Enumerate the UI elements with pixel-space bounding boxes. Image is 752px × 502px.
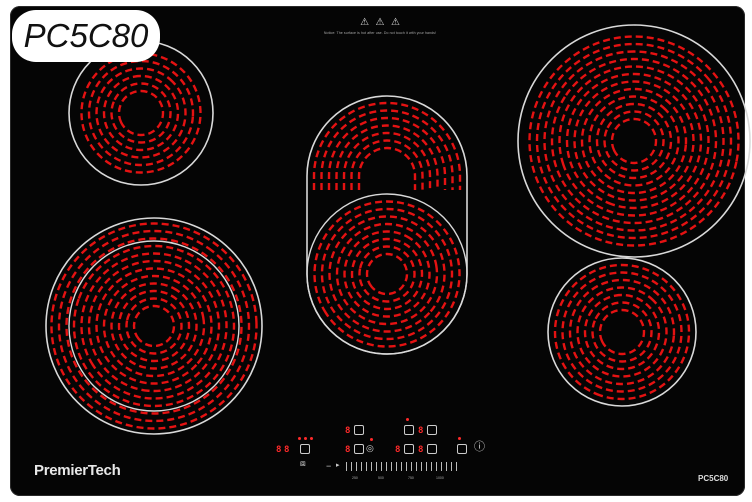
power-slider[interactable] (346, 462, 458, 471)
indicator-dot (458, 437, 461, 440)
boost-button[interactable] (457, 443, 467, 454)
slider-tick-label: 1000 (436, 476, 444, 480)
heating-coil (588, 95, 680, 187)
heating-coil (117, 289, 191, 363)
cooktop-surface (10, 6, 745, 496)
zone-front-right-ring (547, 257, 697, 407)
zone-level-display: 8 (418, 426, 424, 436)
heating-coil (350, 237, 424, 311)
heating-coil (610, 117, 658, 165)
heating-coil (50, 222, 258, 430)
heating-coil (320, 207, 454, 341)
model-label: PC5C80 (12, 10, 160, 62)
slider-plus-icon: ▸ (336, 462, 340, 469)
heating-coil (80, 252, 228, 400)
heating-coil (335, 222, 439, 326)
heating-coil (312, 101, 462, 190)
zone-rear-left-ring (68, 40, 214, 186)
dual-zone-icon[interactable]: ◎ (366, 443, 374, 453)
heating-coil (350, 139, 424, 190)
indicator-dot (304, 437, 307, 440)
heating-coil (327, 116, 447, 190)
caution-icon: ⚠ (375, 17, 385, 28)
zone-select-button[interactable] (404, 443, 414, 454)
heating-coil (583, 293, 661, 371)
heating-coil (358, 245, 416, 303)
heating-coil (565, 72, 703, 210)
caution-icon: ⚠ (390, 17, 400, 28)
indicator-dot (370, 438, 373, 441)
slider-minus-button[interactable]: − (326, 461, 332, 471)
indicator-dot (298, 437, 301, 440)
zone-level-display: 8 (395, 445, 401, 455)
heating-coil (95, 67, 187, 159)
zone-level-display: 8 (345, 445, 351, 455)
zone-level-display: 8 (276, 445, 282, 455)
heating-coil (591, 301, 653, 363)
heating-coil (561, 271, 683, 393)
heating-coil (110, 82, 172, 144)
heating-coil (543, 50, 725, 232)
heating-coil (357, 146, 417, 190)
heating-coil (335, 124, 439, 190)
indicator-dot (310, 437, 313, 440)
heating-coil (80, 52, 202, 174)
heating-coil (528, 35, 740, 247)
heating-coil (57, 229, 251, 423)
heating-coil (313, 200, 461, 348)
zone-rear-right-ring (517, 24, 751, 258)
heating-coil (365, 252, 409, 296)
zone-level-display: 8 (418, 445, 424, 455)
heating-coil (117, 89, 165, 137)
power-icon[interactable]: ⓘ (474, 441, 485, 453)
heating-coil (535, 42, 733, 240)
heating-coil (328, 215, 446, 333)
heating-coil (132, 304, 176, 348)
zone-select-button[interactable] (427, 424, 437, 435)
heating-coil (65, 237, 243, 415)
slider-tick-label: 500 (378, 476, 384, 480)
zone-select-button[interactable] (427, 443, 437, 454)
heating-coil (72, 244, 236, 408)
heating-coil (102, 74, 180, 152)
heating-coil (343, 230, 431, 318)
heating-coil (558, 65, 710, 217)
heating-coil (95, 267, 213, 385)
slider-tick-label: 250 (352, 476, 358, 480)
zone-front-left-inner-ring (68, 240, 240, 412)
heating-coil (125, 297, 183, 355)
zone-front-left-outer-ring (45, 217, 263, 435)
heating-coil (87, 259, 221, 393)
model-footer: PC5C80 (698, 474, 729, 483)
heating-coil (87, 59, 195, 167)
zone-select-button[interactable] (354, 424, 364, 435)
zone-level-display: 8 (284, 445, 290, 455)
warning-notice: ⚠ ⚠ ⚠ Notice: The surface is hot after u… (300, 12, 460, 35)
brand-logo: PremierTech (34, 462, 121, 479)
heating-coil (110, 282, 198, 370)
heating-coil (553, 263, 691, 401)
zone-select-button[interactable] (354, 443, 364, 454)
slider-tick-label: 750 (408, 476, 414, 480)
heating-coil (576, 286, 668, 378)
heating-coil (550, 57, 718, 225)
heating-coil (102, 274, 206, 378)
heating-coil (568, 278, 676, 386)
heating-coil (598, 308, 646, 356)
timer-button[interactable] (300, 443, 310, 454)
hot-surface-icon: ⚠ (360, 17, 370, 28)
heating-coil (342, 131, 432, 190)
zone-centre-round-ring (306, 193, 468, 355)
heating-coil (595, 102, 673, 180)
bridge-zone-button[interactable] (404, 424, 414, 435)
heating-coil (320, 109, 454, 190)
lock-icon[interactable]: ⧈ (300, 458, 306, 468)
zone-level-display: 8 (345, 426, 351, 436)
indicator-dot (406, 418, 409, 421)
heating-coil (603, 110, 665, 172)
warning-text: Notice: The surface is hot after use. Do… (323, 31, 437, 35)
heating-coil (580, 87, 688, 195)
